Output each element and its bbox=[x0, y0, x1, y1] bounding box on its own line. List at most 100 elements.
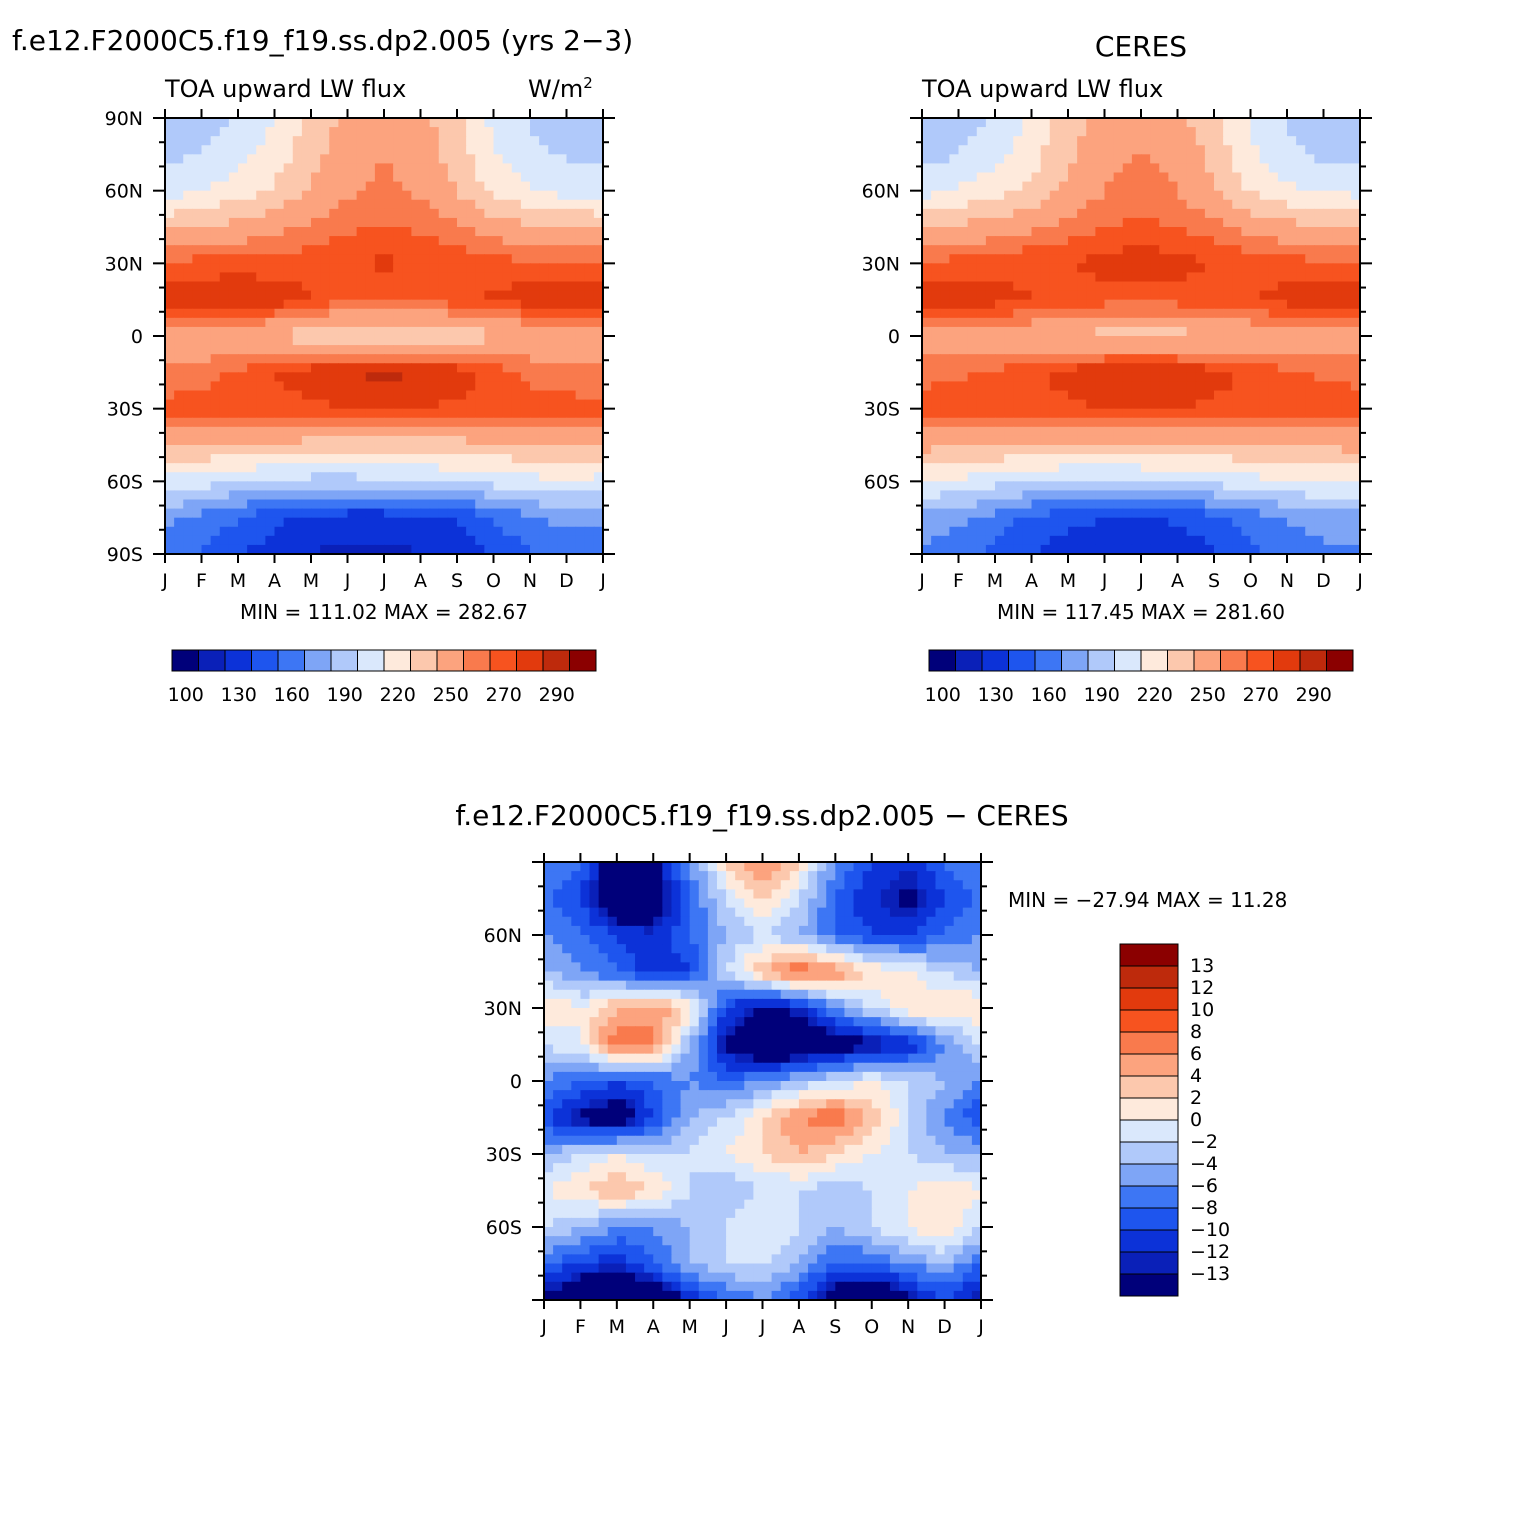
panel-model-heatmap-cell bbox=[411, 136, 421, 146]
panel-obs-heatmap-cell bbox=[1314, 490, 1324, 500]
panel-obs-heatmap-cell bbox=[940, 254, 950, 264]
panel-obs-heatmap-cell bbox=[1050, 200, 1060, 210]
panel-obs-heatmap-cell bbox=[1251, 272, 1261, 282]
panel-obs-heatmap-cell bbox=[1114, 163, 1124, 173]
panel-obs-heatmap-cell bbox=[1305, 527, 1315, 537]
panel-obs-heatmap-cell bbox=[1114, 173, 1124, 183]
panel-model-heatmap-cell bbox=[238, 327, 248, 337]
panel-obs-heatmap-cell bbox=[1004, 163, 1014, 173]
panel-model-heatmap-cell bbox=[548, 372, 558, 382]
panel-obs-heatmap-cell bbox=[1095, 154, 1105, 164]
panel-obs-heatmap-cell bbox=[1095, 254, 1105, 264]
panel-model-heatmap-cell bbox=[247, 154, 257, 164]
panel-model-heatmap-cell bbox=[421, 372, 431, 382]
panel-obs-heatmap-cell bbox=[1324, 472, 1334, 482]
panel-obs-heatmap-cell bbox=[1004, 418, 1014, 428]
panel-obs-heatmap-cell bbox=[1342, 518, 1352, 528]
panel-obs-heatmap-cell bbox=[1196, 163, 1206, 173]
panel-obs-heatmap-cell bbox=[1132, 509, 1142, 519]
panel-diff-heatmap-cell bbox=[744, 880, 754, 890]
panel-obs-heatmap-cell bbox=[1232, 263, 1242, 273]
panel-obs-heatmap-cell bbox=[1077, 354, 1087, 364]
panel-model-heatmap-cell bbox=[183, 454, 193, 464]
panel-obs-heatmap-cell bbox=[1032, 145, 1042, 155]
panel-obs-heatmap-cell bbox=[1132, 245, 1142, 255]
panel-obs-heatmap-cell bbox=[1223, 209, 1233, 219]
panel-obs-heatmap-cell bbox=[1150, 300, 1160, 310]
panel-obs-heatmap-cell bbox=[1178, 445, 1188, 455]
panel-obs-colorbar-swatch bbox=[1062, 650, 1089, 671]
panel-obs-heatmap-cell bbox=[1223, 282, 1233, 292]
panel-obs-heatmap-cell bbox=[1114, 182, 1124, 192]
panel-model-heatmap-cell bbox=[348, 463, 358, 473]
panel-obs-heatmap-cell bbox=[1269, 272, 1279, 282]
panel-model-heatmap-cell bbox=[484, 263, 494, 273]
panel-obs-heatmap-cell bbox=[931, 427, 941, 437]
panel-model-heatmap-cell bbox=[411, 481, 421, 491]
panel-obs-heatmap-cell bbox=[931, 381, 941, 391]
panel-model-heatmap-cell bbox=[439, 481, 449, 491]
panel-obs-heatmap-cell bbox=[1305, 118, 1315, 128]
panel-obs-colorbar-swatch bbox=[1247, 650, 1274, 671]
panel-obs-heatmap-cell bbox=[1251, 418, 1261, 428]
panel-obs-heatmap-cell bbox=[1095, 173, 1105, 183]
panel-model-heatmap-cell bbox=[475, 309, 485, 319]
panel-obs-heatmap-cell bbox=[1077, 500, 1087, 510]
panel-obs-heatmap-cell bbox=[1278, 291, 1288, 301]
panel-model-heatmap-cell bbox=[539, 163, 549, 173]
panel-obs-heatmap-cell bbox=[1223, 400, 1233, 410]
panel-obs-heatmap-cell bbox=[1214, 354, 1224, 364]
panel-model-heatmap-cell bbox=[530, 263, 540, 273]
panel-model-heatmap-cell bbox=[448, 300, 458, 310]
panel-obs-heatmap-cell bbox=[1260, 490, 1270, 500]
panel-obs-heatmap-cell bbox=[1232, 536, 1242, 546]
panel-obs-heatmap-cell bbox=[1159, 463, 1169, 473]
panel-model-heatmap-cell bbox=[284, 218, 294, 228]
panel-obs-heatmap-cell bbox=[959, 327, 969, 337]
panel-model-heatmap-cell bbox=[494, 118, 504, 128]
panel-model-heatmap-cell bbox=[338, 336, 348, 346]
panel-model-heatmap-cell bbox=[320, 472, 330, 482]
panel-model-heatmap-cell bbox=[247, 227, 257, 237]
panel-obs-heatmap-cell bbox=[1013, 409, 1023, 419]
panel-model-heatmap-cell bbox=[265, 318, 275, 328]
panel-diff-heatmap-cell bbox=[844, 862, 854, 872]
panel-model-heatmap-cell bbox=[375, 154, 385, 164]
panel-obs-heatmap-cell bbox=[1032, 418, 1042, 428]
panel-obs-heatmap-cell bbox=[940, 472, 950, 482]
panel-model-heatmap-cell bbox=[284, 191, 294, 201]
panel-model-heatmap-cell bbox=[375, 300, 385, 310]
panel-model-heatmap-cell bbox=[475, 182, 485, 192]
panel-obs-heatmap-cell bbox=[1004, 354, 1014, 364]
panel-obs-heatmap-cell bbox=[1095, 463, 1105, 473]
panel-obs-heatmap-cell bbox=[1324, 481, 1334, 491]
panel-diff-heatmap-cell bbox=[954, 862, 964, 872]
panel-model-heatmap-cell bbox=[411, 345, 421, 355]
panel-model-heatmap-cell bbox=[557, 381, 567, 391]
panel-obs-heatmap-cell bbox=[1214, 427, 1224, 437]
panel-obs-heatmap-cell bbox=[1251, 245, 1261, 255]
panel-model-heatmap-cell bbox=[320, 282, 330, 292]
panel-model-heatmap-cell bbox=[585, 409, 595, 419]
panel-diff-heatmap-cell bbox=[826, 862, 836, 872]
panel-model-heatmap-cell bbox=[557, 454, 567, 464]
panel-model-heatmap-cell bbox=[530, 127, 540, 137]
panel-obs-heatmap-cell bbox=[1150, 254, 1160, 264]
panel-obs-heatmap-cell bbox=[986, 245, 996, 255]
panel-obs-heatmap-cell bbox=[1159, 173, 1169, 183]
panel-obs-heatmap-cell bbox=[1269, 263, 1279, 273]
panel-obs-heatmap-cell bbox=[1214, 518, 1224, 528]
panel-model-heatmap-cell bbox=[183, 418, 193, 428]
panel-obs-heatmap-cell bbox=[922, 345, 932, 355]
panel-model-heatmap-cell bbox=[220, 527, 230, 537]
panel-obs-heatmap-cell bbox=[1032, 391, 1042, 401]
panel-obs-heatmap-cell bbox=[1141, 527, 1151, 537]
panel-obs-heatmap-cell bbox=[1159, 509, 1169, 519]
panel-obs-heatmap-cell bbox=[1314, 345, 1324, 355]
panel-model-heatmap-cell bbox=[357, 236, 367, 246]
panel-diff-title: f.e12.F2000C5.f19_f19.ss.dp2.005 − CERES bbox=[455, 799, 1068, 832]
panel-model-heatmap-cell bbox=[338, 218, 348, 228]
panel-model-heatmap-cell bbox=[174, 409, 184, 419]
panel-obs-heatmap-cell bbox=[1296, 445, 1306, 455]
